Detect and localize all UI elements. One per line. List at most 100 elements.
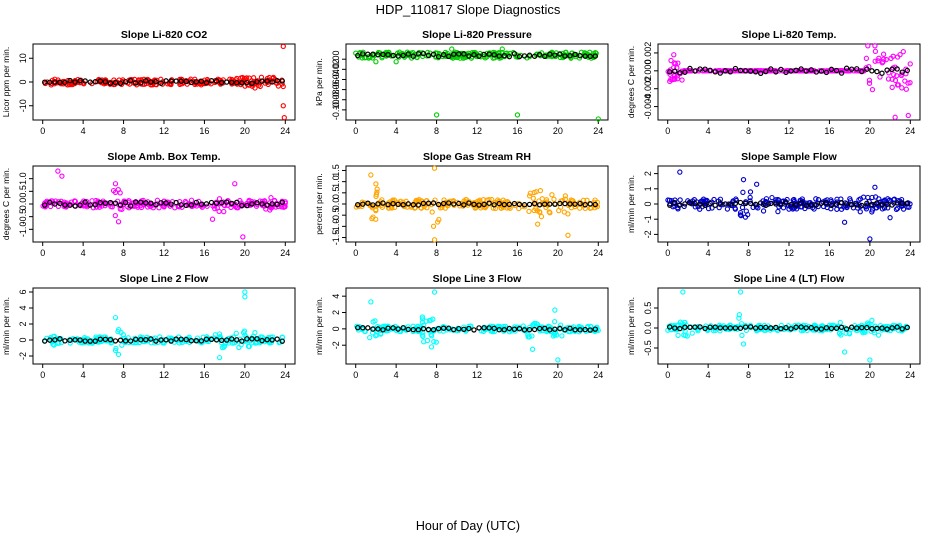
data-point: [138, 77, 144, 83]
data-point: [137, 203, 144, 209]
data-series: [665, 43, 913, 120]
data-point: [872, 48, 879, 54]
data-point: [727, 322, 734, 329]
data-point: [737, 210, 744, 216]
data-point: [549, 192, 555, 198]
reference-point: [521, 327, 528, 333]
data-point: [420, 333, 426, 340]
data-point: [815, 197, 822, 203]
reference-point: [274, 336, 280, 342]
reference-point: [138, 337, 144, 343]
reference-point: [531, 200, 538, 207]
data-point-outlier: [534, 221, 541, 227]
reference-point: [254, 200, 260, 206]
x-tick-label: 12: [159, 126, 169, 136]
data-point-outlier: [115, 351, 122, 358]
data-point: [199, 204, 205, 210]
data-point: [846, 330, 852, 336]
data-point: [565, 52, 571, 59]
data-point: [692, 204, 698, 210]
data-point: [410, 50, 416, 56]
x-tick-label: 24: [593, 370, 603, 380]
reference-point: [360, 51, 366, 57]
data-point: [270, 334, 276, 340]
x-tick-label: 4: [394, 126, 399, 136]
data-point-outlier: [565, 232, 571, 238]
reference-point: [476, 202, 482, 208]
reference-point: [773, 69, 779, 75]
reference-point: [717, 70, 723, 76]
reference-point: [742, 200, 749, 207]
reference-point: [461, 202, 467, 208]
reference-point: [864, 200, 870, 206]
y-tick-label: 2: [643, 171, 653, 176]
reference-point: [707, 324, 713, 330]
reference-point: [667, 69, 673, 75]
data-point-outlier: [280, 43, 286, 50]
reference-point: [763, 68, 769, 75]
panel-title: Slope Li-820 Temp.: [742, 29, 837, 41]
data-point: [537, 188, 544, 194]
reference-point: [52, 201, 58, 207]
reference-point: [702, 66, 708, 72]
reference-point: [506, 201, 513, 208]
reference-point: [466, 53, 472, 59]
reference-point: [148, 200, 154, 206]
data-series: [665, 169, 913, 242]
reference-point: [879, 70, 885, 76]
data-series: [353, 46, 601, 122]
reference-point: [582, 201, 588, 208]
data-point: [379, 197, 385, 203]
reference-point: [793, 67, 799, 74]
reference-point: [682, 201, 688, 207]
reference-point: [778, 325, 784, 332]
x-tick-label: 16: [512, 248, 522, 258]
y-tick-label: -0.08: [331, 89, 341, 110]
reference-point: [894, 66, 900, 72]
data-point: [872, 58, 878, 64]
reference-point: [562, 53, 568, 59]
data-point: [172, 205, 178, 211]
data-point: [526, 208, 532, 215]
reference-point: [435, 325, 442, 332]
reference-point: [854, 66, 860, 72]
panel-title: Slope Amb. Box Temp.: [107, 151, 220, 163]
data-point: [539, 196, 545, 202]
x-tick-label: 20: [865, 126, 875, 136]
reference-point: [864, 66, 870, 72]
data-point: [889, 76, 895, 82]
data-point: [681, 203, 687, 210]
data-point: [419, 314, 426, 320]
reference-point: [188, 338, 194, 344]
reference-point: [511, 326, 518, 332]
reference-point: [577, 53, 583, 59]
data-series: [665, 289, 910, 363]
y-axis-label: degrees C per min.: [1, 168, 11, 240]
data-point: [433, 339, 439, 345]
data-point: [450, 198, 456, 204]
reference-point: [742, 324, 749, 330]
reference-point: [420, 200, 427, 207]
data-point: [907, 61, 913, 67]
data-point: [430, 223, 437, 229]
data-point-outlier: [887, 215, 893, 221]
reference-point: [269, 201, 275, 207]
reference-point: [476, 53, 482, 59]
data-point: [410, 323, 416, 329]
reference-point: [672, 68, 678, 74]
reference-point: [757, 324, 764, 331]
reference-point: [158, 200, 164, 206]
data-point: [429, 209, 435, 215]
reference-point: [440, 325, 447, 331]
reference-point: [62, 202, 68, 208]
data-point-outlier: [368, 299, 374, 305]
reference-point: [768, 325, 774, 331]
reference-point: [163, 78, 169, 84]
reference-point: [72, 79, 78, 85]
y-tick-label: 4: [331, 294, 341, 299]
data-point: [885, 76, 892, 82]
y-axis-label: percent per min.: [314, 173, 324, 234]
y-tick-label: 0.0: [331, 198, 341, 211]
data-point: [398, 198, 404, 204]
reference-point: [682, 69, 688, 75]
